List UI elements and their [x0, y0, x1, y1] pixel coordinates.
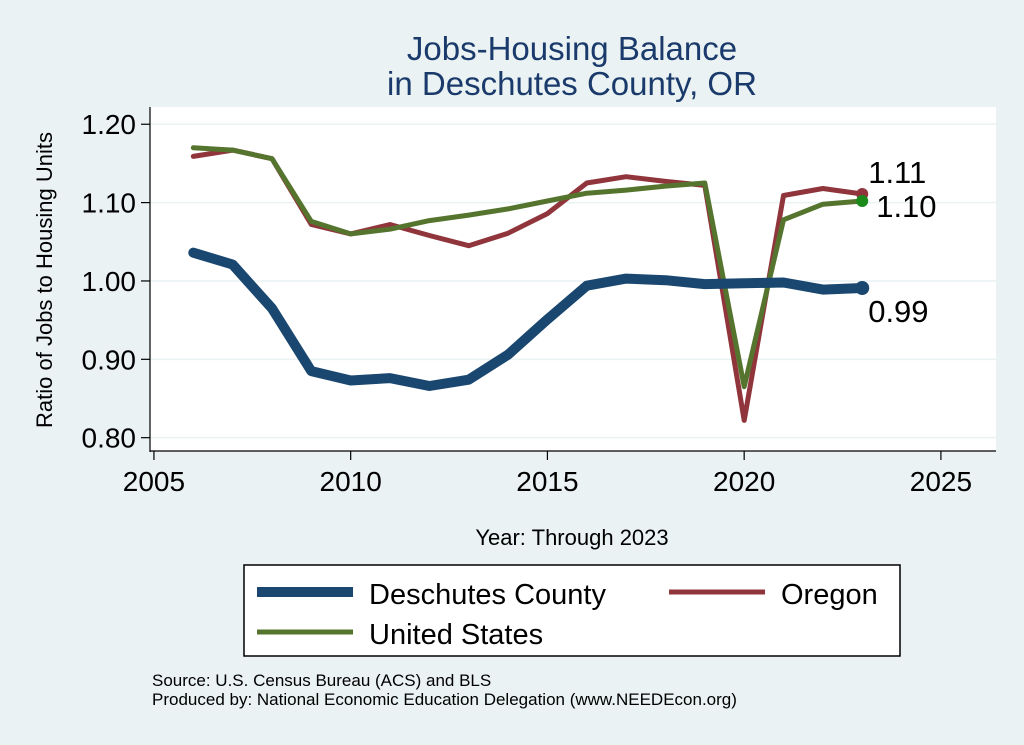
end-marker-united-states	[856, 195, 869, 208]
y-tick-label: 1.00	[82, 266, 137, 297]
source-line: Source: U.S. Census Bureau (ACS) and BLS	[152, 671, 492, 690]
axes: 0.80 0.90 1.00 1.10 1.20 2005 2010 2015 2020 2025	[82, 107, 996, 497]
x-tick-label: 2015	[516, 466, 578, 497]
end-label-united-states: 1.10	[876, 189, 936, 224]
y-axis-title: Ratio of Jobs to Housing Units	[32, 132, 57, 428]
y-tick-label: 0.80	[82, 423, 137, 454]
y-tick-label: 1.20	[82, 109, 137, 140]
end-marker-deschutes-county	[855, 281, 870, 296]
series-line-deschutes-county	[188, 247, 868, 391]
legend-box	[243, 564, 901, 657]
chart-title-line-2: in Deschutes County, OR	[387, 65, 757, 102]
legend-label-united-states: United States	[369, 619, 543, 651]
source-notes: Source: U.S. Census Bureau (ACS) and BLS…	[152, 671, 737, 709]
produced-by-line: Produced by: National Economic Education…	[152, 690, 737, 709]
x-tick-label: 2010	[320, 466, 382, 497]
x-axis-title: Year: Through 2023	[475, 525, 668, 550]
end-label-oregon: 1.11	[868, 155, 926, 190]
y-tick-label: 0.90	[82, 344, 137, 375]
gridlines	[150, 123, 996, 439]
x-tick-label: 2025	[910, 466, 972, 497]
end-labels: 1.111.10 0.99	[868, 155, 936, 329]
chart-title-line-1: Jobs-Housing Balance	[407, 30, 737, 67]
legend: Deschutes County Oregon United States	[243, 564, 901, 657]
series-line-united-states	[190, 145, 865, 390]
y-tick-label: 1.10	[82, 188, 137, 219]
plot-area	[150, 107, 996, 451]
series-lines	[188, 145, 868, 423]
x-tick-label: 2020	[713, 466, 775, 497]
end-markers	[855, 187, 870, 296]
legend-label-oregon: Oregon	[781, 579, 878, 611]
x-tick-label: 2005	[123, 466, 185, 497]
end-label-deschutes-county: 0.99	[868, 294, 928, 329]
legend-label-deschutes: Deschutes County	[369, 579, 606, 611]
